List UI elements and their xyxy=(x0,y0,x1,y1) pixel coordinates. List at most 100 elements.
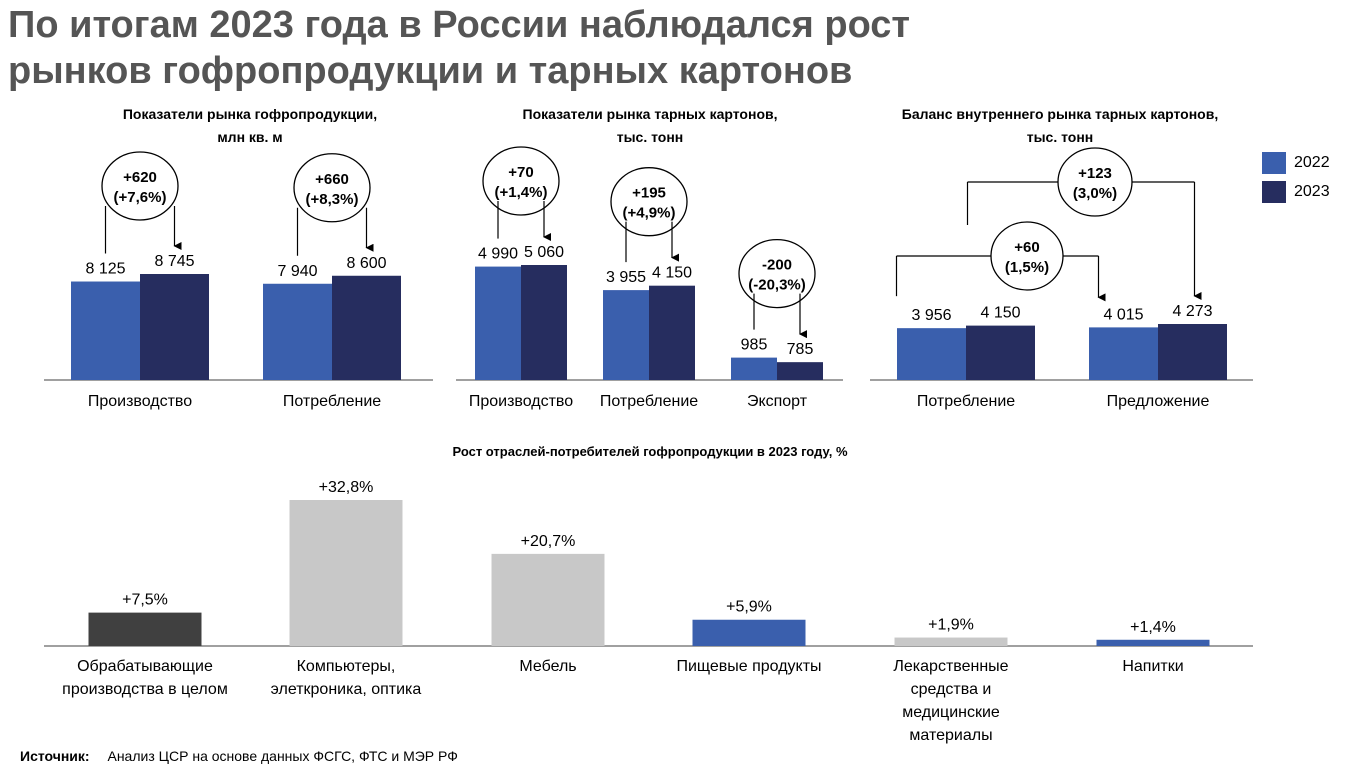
source-text: Анализ ЦСР на основе данных ФСГС, ФТС и … xyxy=(107,748,458,764)
chart3-title-line: Баланс внутреннего рынка тарных картонов… xyxy=(901,106,1219,122)
chart3-value-label-0-1: 4 015 xyxy=(1103,306,1143,323)
chart2-bar-1-1 xyxy=(649,285,695,380)
chart1-category-label-1: Потребление xyxy=(283,393,381,410)
chart1-bar-1-1 xyxy=(332,275,401,380)
chart2-value-label-0-2: 985 xyxy=(741,337,768,354)
chart3-subtitle: тыс. тонн xyxy=(1026,129,1094,145)
chart3-annotation-1-bubble xyxy=(1057,147,1133,217)
chart2-bar-1-0 xyxy=(521,265,567,380)
chart2-value-label-1-0: 5 060 xyxy=(524,244,564,261)
chart1-value-label-0-1: 7 940 xyxy=(277,263,317,280)
chart2-bar-0-0 xyxy=(475,266,521,380)
legend-swatch-2023 xyxy=(1262,181,1286,203)
chart2-annotation-0-delta-pct: (+1,4%) xyxy=(495,184,548,201)
chart2-annotation-1-bubble xyxy=(610,167,688,237)
source-note: Источник: Анализ ЦСР на основе данных ФС… xyxy=(20,748,458,764)
chart1-annotation-1-delta-pct: (+8,3%) xyxy=(306,191,359,208)
chart2-bar-0-1 xyxy=(603,290,649,380)
chart4-value-label-4: +1,9% xyxy=(928,617,974,634)
chart1-value-label-1-0: 8 745 xyxy=(154,253,194,270)
chart1-title: Показатели рынка гофропродукции, млн кв.… xyxy=(60,103,440,149)
chart2-annotation-2-delta: -200 xyxy=(762,257,792,274)
page-title: По итогам 2023 года в России наблюдался … xyxy=(8,2,1008,94)
chart4-bar-4 xyxy=(894,637,1008,646)
chart3-category-label-0: Потребление xyxy=(917,393,1015,410)
chart4-value-label-5: +1,4% xyxy=(1130,619,1176,636)
chart2-annotation-0-delta: +70 xyxy=(508,164,533,181)
chart3-bar-1-0 xyxy=(966,325,1035,380)
chart3-annotation-0-delta-pct: (1,5%) xyxy=(1005,259,1049,276)
legend-item-2022: 2022 xyxy=(1262,152,1330,174)
chart2-annotation-0-bubble xyxy=(482,146,560,216)
chart4-category-label-4-2: медицинские xyxy=(902,704,1000,721)
chart3-bar-1-1 xyxy=(1158,324,1227,380)
chart1-category-label-0: Производство xyxy=(88,393,192,410)
chart4-value-label-2: +20,7% xyxy=(521,533,576,550)
legend-item-2023: 2023 xyxy=(1262,181,1330,203)
chart1-value-label-1-1: 8 600 xyxy=(346,255,386,272)
chart1-annotation-0-bubble xyxy=(101,151,179,221)
chart1-bar-0-1 xyxy=(263,283,332,380)
chart2-category-label-2: Экспорт xyxy=(747,393,808,410)
chart2-bar-0-2 xyxy=(731,357,777,380)
chart1-title-line: Показатели рынка гофропродукции, xyxy=(122,106,378,122)
chart1-bar-0-0 xyxy=(71,281,140,380)
chart4-bar-1 xyxy=(289,500,403,646)
chart1-subtitle: млн кв. м xyxy=(217,129,283,145)
chart4-category-label-4-3: материалы xyxy=(909,727,992,744)
chart2-subtitle: тыс. тонн xyxy=(616,129,684,145)
chart3-annotation-1-delta-pct: (3,0%) xyxy=(1073,185,1117,202)
chart1-value-label-0-0: 8 125 xyxy=(85,261,125,278)
chart2-value-label-0-0: 4 990 xyxy=(478,246,518,263)
chart2-category-label-1: Потребление xyxy=(600,393,698,410)
chart4-bar-3 xyxy=(692,619,806,646)
chart3-value-label-1-1: 4 273 xyxy=(1172,303,1212,320)
chart4-category-label-4-0: Лекарственные xyxy=(893,658,1008,675)
chart2-category-label-0: Производство xyxy=(469,393,573,410)
chart4-category-label-3-0: Пищевые продукты xyxy=(676,658,821,675)
chart3-bar-0-1 xyxy=(1089,327,1158,380)
chart4-bar-0 xyxy=(88,612,202,646)
chart3-category-label-1: Предложение xyxy=(1107,393,1210,410)
chart2-annotation-2-delta-pct: (-20,3%) xyxy=(748,277,806,294)
chart2-title: Показатели рынка тарных картонов, тыс. т… xyxy=(460,103,840,149)
legend-swatch-2022 xyxy=(1262,152,1286,174)
chart1-bar-1-0 xyxy=(140,274,209,380)
chart3-title: Баланс внутреннего рынка тарных картонов… xyxy=(850,103,1270,149)
chart4-category-label-1-1: элеткроника, оптика xyxy=(271,681,422,698)
chart4-category-label-1-0: Компьютеры, xyxy=(297,658,396,675)
chart1-annotation-1-delta: +660 xyxy=(315,171,349,188)
chart4-category-label-4-1: средства и xyxy=(911,681,992,698)
chart3-value-label-1-0: 4 150 xyxy=(980,305,1020,322)
page-title-line-1: По итогам 2023 года в России наблюдался … xyxy=(8,4,911,46)
chart3-value-label-0-0: 3 956 xyxy=(911,307,951,324)
chart2-annotation-2-bubble xyxy=(738,238,816,309)
chart4-category-label-0-1: производства в целом xyxy=(62,681,228,698)
chart2-bar-1-2 xyxy=(777,362,823,380)
chart1-annotation-1-bubble xyxy=(293,153,371,223)
chart4-value-label-3: +5,9% xyxy=(726,599,772,616)
legend-label-2022: 2022 xyxy=(1294,154,1330,171)
source-label: Источник: xyxy=(20,748,90,764)
chart4-value-label-1: +32,8% xyxy=(319,479,374,496)
chart4-bar-2 xyxy=(491,553,605,646)
chart3-annotation-0-bubble xyxy=(990,221,1064,291)
chart4-category-label-0-0: Обрабатывающие xyxy=(77,658,213,675)
chart2-annotation-1-delta: +195 xyxy=(632,185,666,202)
chart4-bar-5 xyxy=(1096,639,1210,646)
chart2-value-label-0-1: 3 955 xyxy=(606,269,646,286)
chart4-value-label-0: +7,5% xyxy=(122,592,168,609)
chart3-bar-0-0 xyxy=(897,328,966,380)
page-title-line-2: рынков гофропродукции и тарных картонов xyxy=(8,50,853,92)
chart2-title-line: Показатели рынка тарных картонов, xyxy=(522,106,778,122)
chart3-annotation-1-delta: +123 xyxy=(1078,165,1112,182)
chart1-annotation-0-delta: +620 xyxy=(123,169,157,186)
chart2-annotation-1-delta-pct: (+4,9%) xyxy=(623,205,676,222)
chart4-category-label-5-0: Напитки xyxy=(1122,658,1183,675)
chart2-value-label-1-1: 4 150 xyxy=(652,265,692,282)
chart4-category-label-2-0: Мебель xyxy=(519,658,576,675)
chart1-annotation-0-delta-pct: (+7,6%) xyxy=(114,189,167,206)
chart2-value-label-1-2: 785 xyxy=(787,341,814,358)
legend-label-2023: 2023 xyxy=(1294,183,1330,200)
